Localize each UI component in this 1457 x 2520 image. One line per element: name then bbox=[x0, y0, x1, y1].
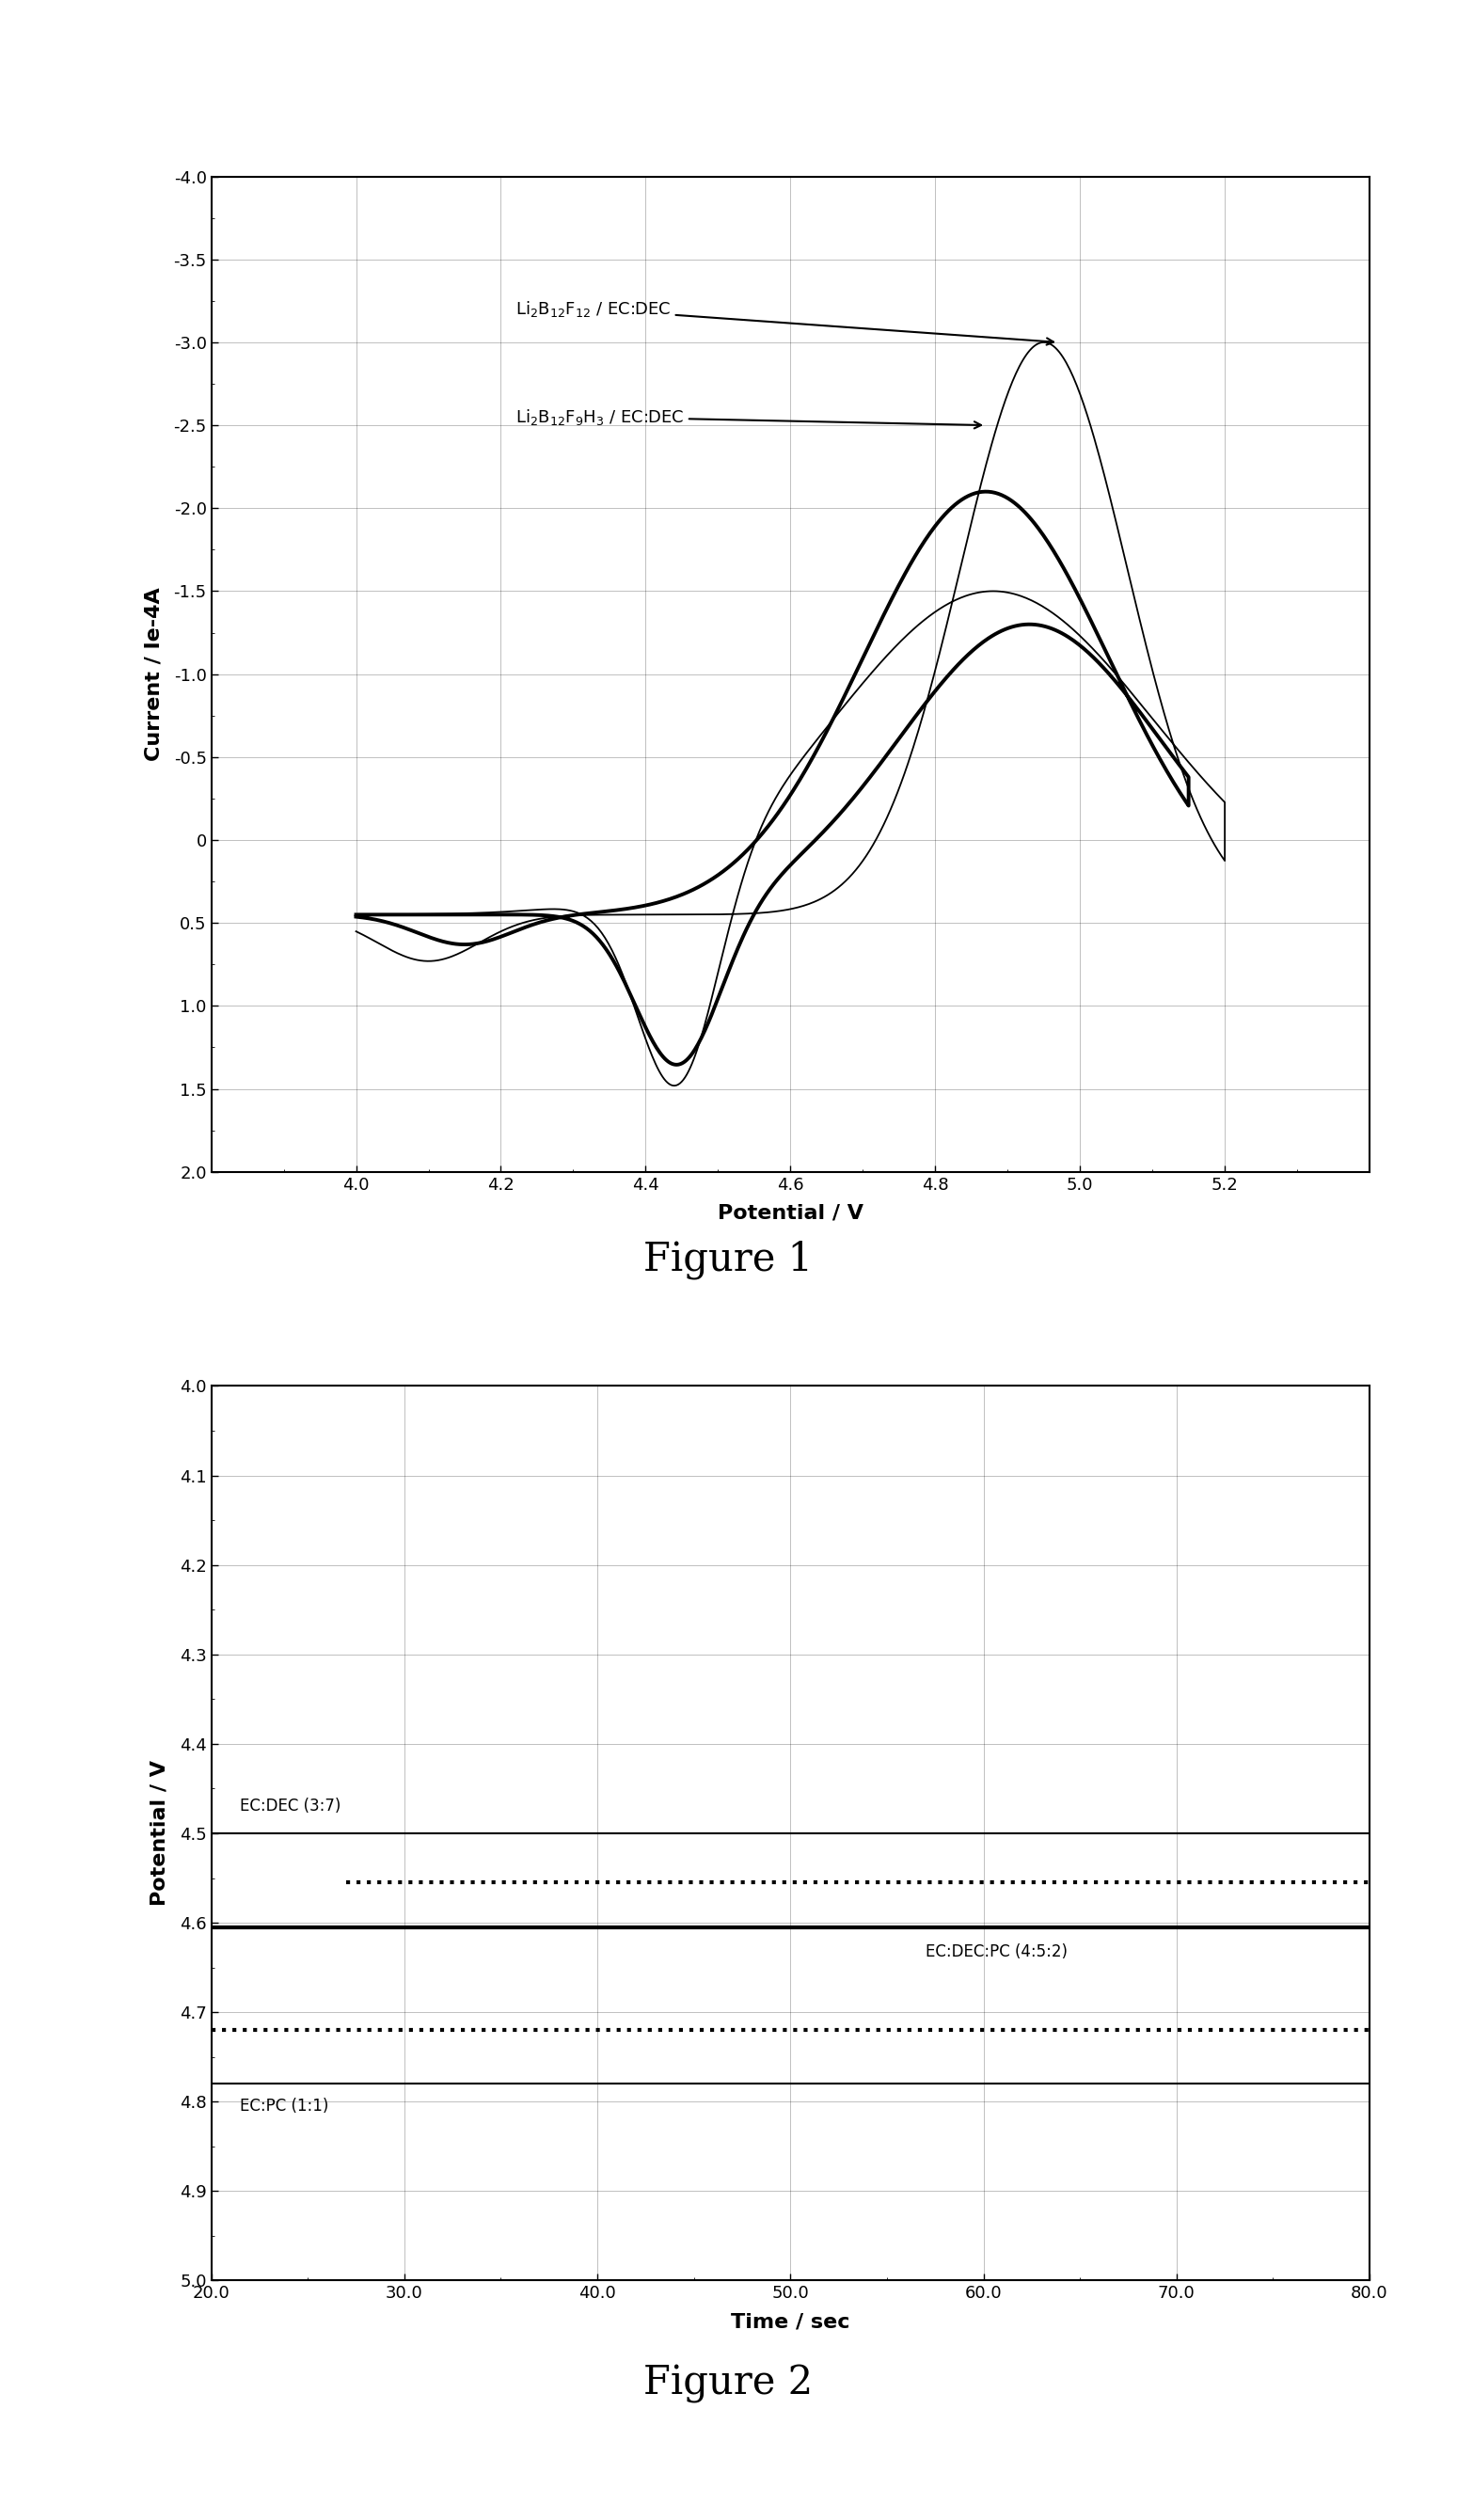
Text: EC:DEC:PC (4:5:2): EC:DEC:PC (4:5:2) bbox=[925, 1943, 1068, 1961]
X-axis label: Potential / V: Potential / V bbox=[717, 1205, 864, 1222]
X-axis label: Time / sec: Time / sec bbox=[731, 2313, 849, 2331]
Text: Li$_2$B$_{12}$F$_9$H$_3$ / EC:DEC: Li$_2$B$_{12}$F$_9$H$_3$ / EC:DEC bbox=[516, 408, 981, 428]
Y-axis label: Potential / V: Potential / V bbox=[150, 1761, 169, 1905]
Text: Figure 1: Figure 1 bbox=[644, 1240, 813, 1280]
Text: Li$_2$B$_{12}$F$_{12}$ / EC:DEC: Li$_2$B$_{12}$F$_{12}$ / EC:DEC bbox=[516, 300, 1053, 345]
Text: EC:PC (1:1): EC:PC (1:1) bbox=[240, 2097, 329, 2114]
Text: Figure 2: Figure 2 bbox=[644, 2364, 813, 2404]
Text: EC:DEC (3:7): EC:DEC (3:7) bbox=[240, 1797, 341, 1814]
Y-axis label: Current / Ie-4A: Current / Ie-4A bbox=[144, 587, 163, 761]
